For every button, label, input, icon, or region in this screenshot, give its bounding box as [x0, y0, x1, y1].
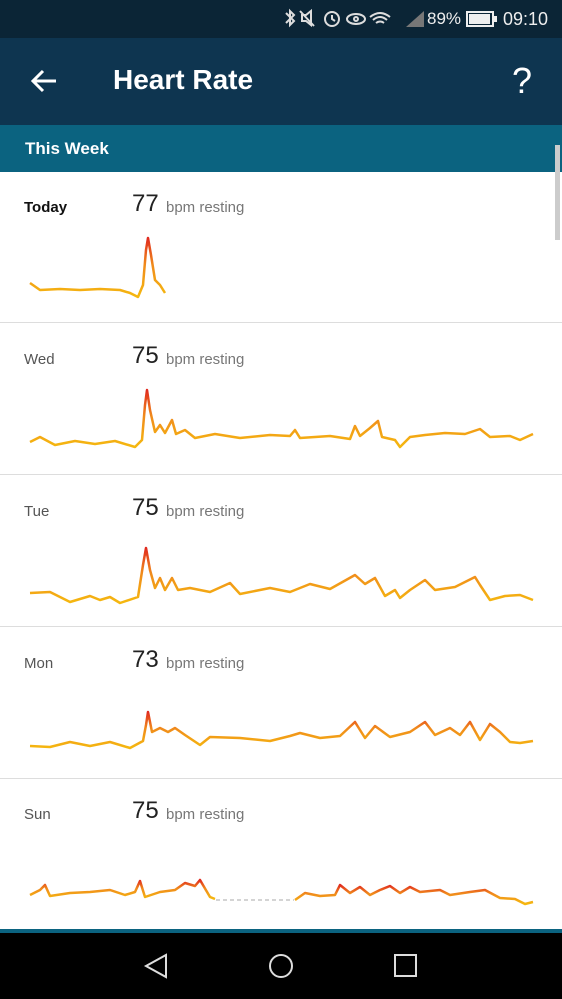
day-label: Sun	[24, 806, 51, 823]
battery-icon	[466, 11, 497, 27]
day-row[interactable]: Mon 73 bpm resting	[0, 628, 562, 779]
signal-icon	[406, 11, 424, 27]
divider	[0, 929, 562, 933]
day-row[interactable]: Sun 75 bpm resting	[0, 779, 562, 930]
resting-bpm: 75	[132, 797, 159, 824]
app-bar: Heart Rate ?	[0, 38, 562, 125]
section-header: This Week	[0, 125, 562, 172]
clock: 09:10	[503, 9, 549, 29]
page-title: Heart Rate	[113, 64, 254, 95]
day-row[interactable]: Wed 75 bpm resting	[0, 324, 562, 475]
help-button[interactable]: ?	[512, 60, 533, 101]
nav-back[interactable]	[143, 953, 167, 979]
back-button[interactable]	[30, 68, 58, 94]
day-label: Wed	[24, 351, 55, 368]
unit-label: bpm resting	[166, 806, 245, 823]
nav-buttons	[143, 953, 417, 979]
day-label: Mon	[24, 655, 54, 672]
resting-bpm: 75	[132, 342, 159, 369]
unit-label: bpm resting	[166, 199, 245, 216]
unit-label: bpm resting	[166, 351, 245, 368]
section-title: This Week	[25, 139, 109, 158]
status-bar: 89% 09:10	[0, 0, 562, 38]
battery-percent: 89%	[427, 9, 462, 28]
day-label: Tue	[24, 503, 50, 520]
day-label: Today	[24, 199, 68, 216]
resting-bpm: 77	[132, 190, 159, 217]
resting-bpm: 73	[132, 646, 159, 673]
nav-home[interactable]	[269, 954, 293, 978]
day-row[interactable]: Tue 75 bpm resting	[0, 476, 562, 627]
navigation-bar	[0, 933, 562, 999]
day-row[interactable]: Today 77 bpm resting	[0, 172, 562, 323]
nav-recents[interactable]	[394, 954, 417, 977]
unit-label: bpm resting	[166, 655, 245, 672]
scrollbar	[555, 145, 560, 240]
resting-bpm: 75	[132, 494, 159, 521]
status-icons	[285, 8, 391, 28]
unit-label: bpm resting	[166, 503, 245, 520]
